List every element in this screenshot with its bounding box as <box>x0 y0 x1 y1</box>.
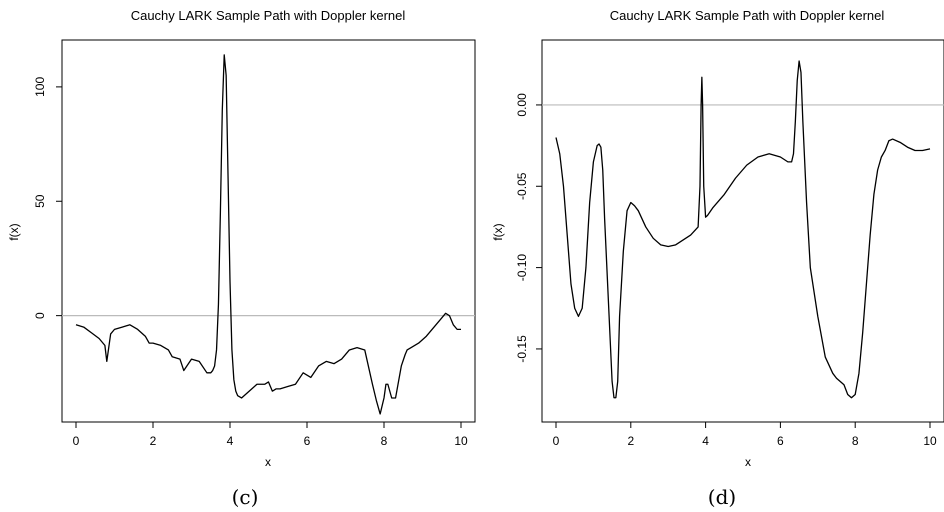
plot-frame <box>541 39 944 423</box>
y-tick-label: -0.15 <box>515 335 529 363</box>
y-tick-label: 0.00 <box>515 93 529 117</box>
x-tick-label: 2 <box>627 434 634 448</box>
x-tick-label: 8 <box>852 434 859 448</box>
series-line <box>555 60 931 399</box>
panel-caption: (c) <box>232 485 259 509</box>
x-tick-label: 0 <box>73 434 80 448</box>
chart-panel-d: Cauchy LARK Sample Path with Doppler ker… <box>491 8 944 509</box>
x-tick-label: 8 <box>381 434 388 448</box>
x-tick-label: 10 <box>923 434 937 448</box>
x-tick-label: 2 <box>150 434 157 448</box>
chart-title: Cauchy LARK Sample Path with Doppler ker… <box>131 8 406 23</box>
y-axis-label: f(x) <box>491 223 505 240</box>
y-tick-label: 50 <box>33 194 47 208</box>
panel-caption: (d) <box>708 485 736 509</box>
x-tick-label: 6 <box>777 434 784 448</box>
x-tick-label: 4 <box>227 434 234 448</box>
series-line <box>75 54 461 415</box>
chart-panel-c: Cauchy LARK Sample Path with Doppler ker… <box>7 8 476 509</box>
y-tick-label: -0.05 <box>515 172 529 200</box>
chart-title: Cauchy LARK Sample Path with Doppler ker… <box>610 8 885 23</box>
plot-frame <box>61 39 476 423</box>
y-tick-label: 0 <box>33 312 47 319</box>
y-axis-label: f(x) <box>7 223 21 240</box>
x-axis-label: x <box>265 455 271 469</box>
x-tick-label: 10 <box>454 434 468 448</box>
x-tick-label: 6 <box>304 434 311 448</box>
y-tick-label: -0.10 <box>515 254 529 282</box>
y-tick-label: 100 <box>33 77 47 97</box>
x-tick-label: 0 <box>553 434 560 448</box>
x-axis-label: x <box>745 455 751 469</box>
x-tick-label: 4 <box>702 434 709 448</box>
